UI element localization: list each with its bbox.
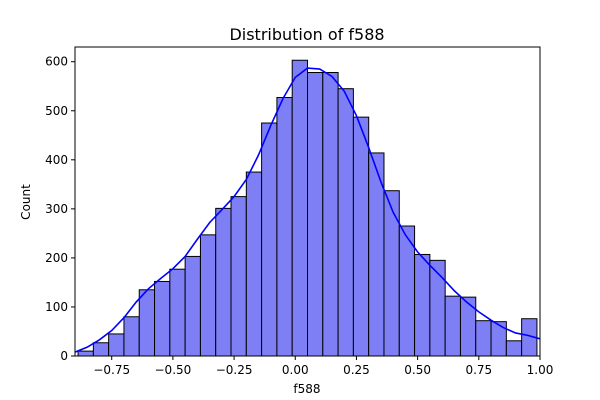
histogram-bar <box>291 59 309 357</box>
histogram-bar <box>215 207 232 357</box>
y-tick-label: 100 <box>45 300 68 314</box>
y-tick-label: 500 <box>45 104 68 118</box>
kde-curve <box>74 67 541 353</box>
y-tick-label: 600 <box>45 55 68 69</box>
histogram-bar <box>199 234 217 357</box>
histogram-bar <box>322 72 339 357</box>
histogram-bar <box>184 255 201 357</box>
histogram-bar <box>154 280 171 357</box>
histogram-bar <box>108 333 125 357</box>
histogram-bar <box>261 122 278 357</box>
histogram-bar <box>414 253 431 357</box>
histogram-bar <box>383 190 400 357</box>
histogram-bar <box>459 296 477 357</box>
x-tick-label: −0.50 <box>155 363 192 377</box>
histogram-bar <box>490 321 507 357</box>
x-tick-label: 1.00 <box>527 363 554 377</box>
y-axis-label: Count <box>19 184 33 220</box>
y-tick-label: 200 <box>45 251 68 265</box>
plot-frame <box>74 46 541 357</box>
y-tick-label: 300 <box>45 202 68 216</box>
histogram-bar <box>337 88 354 357</box>
histogram-bar <box>230 196 247 357</box>
x-tick-label: 0.00 <box>282 363 309 377</box>
x-tick-label: −0.75 <box>93 363 130 377</box>
x-tick-label: −0.25 <box>216 363 253 377</box>
histogram-bar <box>245 171 263 357</box>
histogram-bar <box>444 295 461 357</box>
histogram-bars <box>77 59 538 357</box>
histogram-bar <box>77 350 94 357</box>
histogram-bar <box>352 116 370 357</box>
x-tick-label: 0.50 <box>404 363 431 377</box>
chart-title: Distribution of f588 <box>229 25 384 44</box>
y-tick-label: 0 <box>60 349 68 363</box>
histogram-bar <box>92 342 110 357</box>
x-axis-ticks: −0.75 −0.50 −0.25 0.00 0.25 0.50 0.75 1.00 <box>93 356 553 377</box>
histogram-bar <box>123 316 140 357</box>
histogram-bar <box>276 97 293 357</box>
x-tick-label: 0.75 <box>465 363 492 377</box>
y-tick-label: 400 <box>45 153 68 167</box>
x-axis-label: f588 <box>293 382 320 396</box>
histogram-bar <box>429 259 446 357</box>
histogram-bar <box>505 340 523 357</box>
y-axis-ticks: 0 100 200 300 400 500 600 <box>45 55 75 363</box>
histogram-bar <box>138 289 156 357</box>
histogram-bar <box>475 320 492 357</box>
histogram-bar <box>307 72 324 357</box>
x-tick-label: 0.25 <box>343 363 370 377</box>
histogram-bar <box>169 268 186 357</box>
